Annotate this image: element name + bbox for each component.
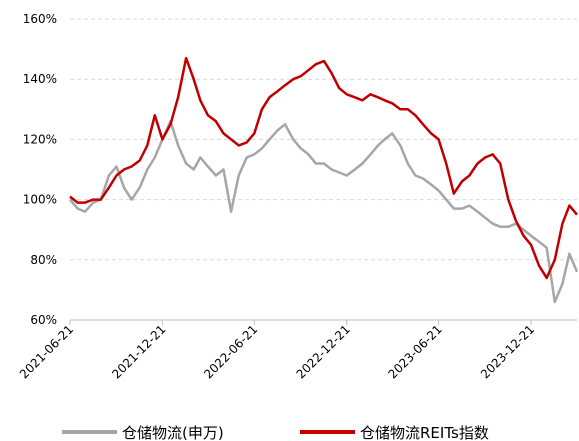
x-tick-label: 2022-12-21 bbox=[294, 322, 353, 381]
x-tick-label: 2021-06-21 bbox=[17, 322, 76, 381]
x-tick-label: 2022-06-21 bbox=[201, 322, 260, 381]
y-tick-label: 120% bbox=[23, 132, 57, 146]
x-tick-label: 2023-06-21 bbox=[386, 322, 445, 381]
legend-label: 仓储物流REITs指数 bbox=[360, 424, 489, 441]
y-tick-label: 80% bbox=[30, 253, 57, 267]
y-tick-label: 160% bbox=[23, 12, 57, 26]
x-tick-label: 2021-12-21 bbox=[109, 322, 168, 381]
y-tick-label: 100% bbox=[23, 193, 57, 207]
x-tick-label: 2023-12-21 bbox=[478, 322, 537, 381]
series-line bbox=[69, 56, 578, 280]
legend-label: 仓储物流(申万) bbox=[122, 424, 224, 441]
series-line bbox=[69, 120, 579, 304]
y-tick-label: 60% bbox=[30, 313, 57, 327]
y-tick-label: 140% bbox=[23, 72, 57, 86]
